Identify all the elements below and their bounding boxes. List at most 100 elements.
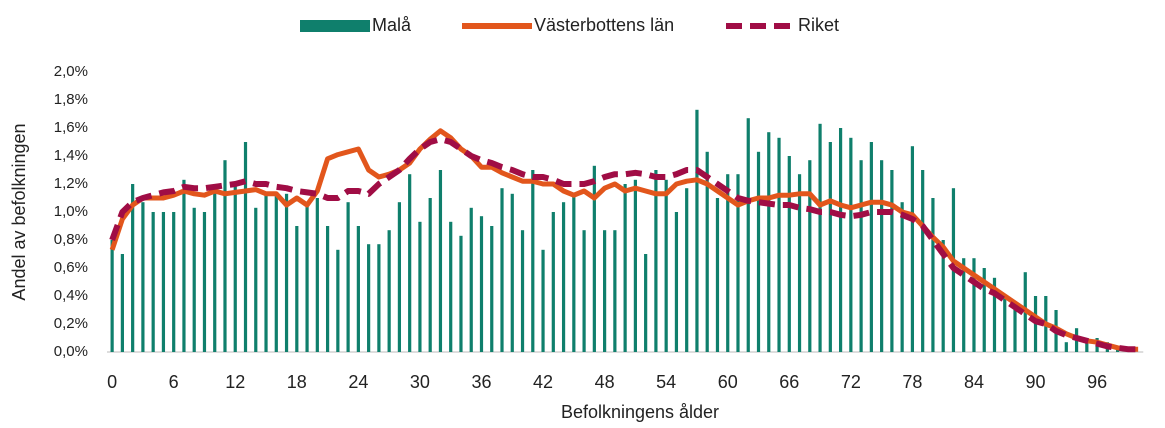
bar (592, 165, 596, 352)
y-tick-label: 0,6% (54, 259, 88, 276)
bar (1064, 342, 1068, 352)
bar (705, 151, 709, 352)
bar (756, 151, 761, 352)
bar (880, 160, 884, 352)
x-tick-label: 60 (718, 372, 738, 392)
bar (254, 207, 258, 352)
bar (479, 216, 484, 352)
bar (910, 146, 915, 352)
bar (500, 188, 504, 352)
bar (182, 179, 186, 352)
x-tick-label: 12 (225, 372, 245, 392)
bar (428, 198, 432, 352)
x-tick-label: 30 (410, 372, 430, 392)
bar (264, 193, 268, 352)
bar (520, 230, 525, 352)
bar (838, 128, 843, 352)
bar (541, 249, 545, 352)
bar (397, 202, 402, 352)
bar (141, 202, 145, 352)
bar (603, 230, 607, 352)
bar (674, 212, 679, 352)
x-tick-label: 48 (595, 372, 615, 392)
bar (510, 193, 514, 352)
bar (161, 212, 166, 352)
line (109, 136, 1139, 353)
y-tick-label: 0,4% (54, 287, 88, 304)
bar (859, 160, 863, 352)
bar (695, 109, 699, 352)
bar (900, 202, 904, 352)
bar (582, 230, 586, 352)
bar (982, 268, 986, 352)
x-tick-label: 54 (656, 372, 676, 392)
bar (1003, 296, 1007, 352)
bar (921, 170, 925, 352)
legend-label: Malå (372, 15, 412, 35)
bar (315, 198, 319, 352)
bar (736, 174, 740, 352)
bar (715, 198, 720, 352)
bar (377, 244, 381, 352)
bar (767, 132, 771, 352)
bar (213, 188, 217, 352)
bar (818, 123, 822, 352)
bar (459, 235, 463, 352)
bar (828, 142, 832, 352)
y-axis-title: Andel av befolkningen (9, 123, 29, 300)
bar (490, 226, 494, 352)
bar (849, 137, 853, 352)
bar (192, 207, 196, 352)
bar (941, 240, 945, 352)
bar (110, 240, 114, 352)
bar (367, 244, 371, 352)
x-tick-label: 0 (107, 372, 117, 392)
bar (223, 160, 227, 352)
x-tick-label: 36 (471, 372, 491, 392)
y-tick-label: 1,2% (54, 175, 88, 192)
bar (787, 156, 791, 352)
bar (531, 170, 535, 352)
x-tick-label: 66 (779, 372, 799, 392)
bar (284, 193, 289, 352)
bar (808, 160, 812, 352)
bar (305, 202, 309, 352)
bar (613, 230, 617, 352)
y-tick-label: 0,2% (54, 315, 88, 332)
bar (623, 184, 627, 352)
y-tick-label: 1,0% (54, 203, 88, 220)
x-tick-label: 84 (964, 372, 984, 392)
bar (685, 188, 689, 352)
y-tick-label: 1,6% (54, 119, 88, 136)
bar (233, 184, 237, 352)
bar (644, 254, 648, 352)
bar (551, 212, 555, 352)
y-tick-label: 1,8% (54, 91, 88, 108)
bar (243, 142, 248, 352)
bar (120, 254, 124, 352)
y-tick-label: 0,0% (54, 343, 88, 360)
legend-swatch (300, 20, 370, 32)
x-tick-label: 90 (1026, 372, 1046, 392)
bar (572, 193, 576, 352)
bar (151, 212, 155, 352)
bar (131, 184, 135, 352)
bar (438, 170, 443, 352)
bar (387, 230, 391, 352)
bar (931, 198, 935, 352)
bar (972, 258, 976, 352)
bar (561, 202, 566, 352)
bar (1013, 305, 1017, 352)
x-tick-label: 96 (1087, 372, 1107, 392)
y-tick-label: 2,0% (54, 63, 88, 80)
x-tick-label: 24 (348, 372, 368, 392)
bar (797, 174, 802, 352)
x-tick-label: 18 (287, 372, 307, 392)
bar (449, 221, 453, 352)
bar (962, 258, 966, 352)
bar (654, 170, 658, 352)
bar (356, 226, 360, 352)
bar (992, 277, 997, 352)
bar (325, 226, 330, 352)
